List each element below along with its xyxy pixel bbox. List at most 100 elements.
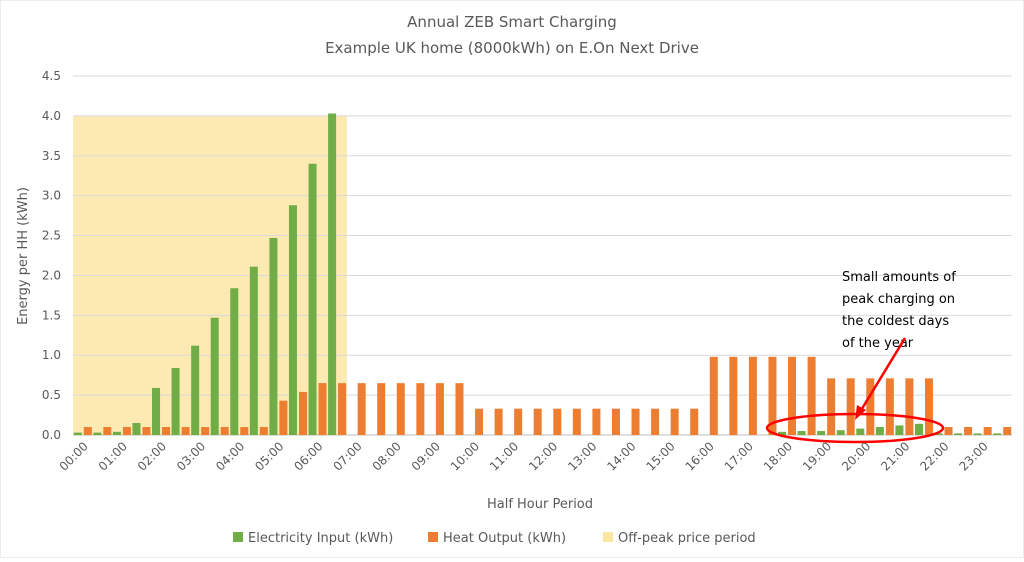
electricity-bar <box>269 237 278 435</box>
heat-bar <box>631 408 640 435</box>
heat-bar <box>396 383 405 435</box>
electricity-bar <box>875 427 884 435</box>
heat-bar <box>572 408 581 435</box>
chart-subtitle: Example UK home (8000kWh) on E.On Next D… <box>325 39 699 57</box>
heat-bar <box>338 383 347 435</box>
y-tick-label: 3.5 <box>42 149 61 163</box>
heat-bar <box>533 408 542 435</box>
heat-bar <box>357 383 366 435</box>
electricity-bar <box>836 430 845 435</box>
heat-bar <box>494 408 503 435</box>
electricity-bar <box>797 431 806 435</box>
heat-bar <box>983 427 992 435</box>
annotation-text-line: of the year <box>842 336 914 351</box>
heat-bar <box>103 427 112 435</box>
electricity-bar <box>73 432 82 435</box>
grid-layer <box>73 75 1012 436</box>
heat-bar <box>279 400 288 435</box>
heat-bar <box>240 427 249 435</box>
heat-bar <box>220 427 229 435</box>
heat-bar <box>435 383 444 435</box>
electricity-bar <box>934 433 943 435</box>
heat-bar <box>905 378 914 435</box>
electricity-bar <box>308 163 317 435</box>
highlight-ellipse <box>765 412 945 444</box>
heat-bar <box>318 383 327 435</box>
heat-bar <box>259 427 268 435</box>
electricity-bar <box>778 431 787 435</box>
annotation-text-line: peak charging on <box>842 292 955 307</box>
annotation-arrow-line <box>858 337 907 413</box>
electricity-bar <box>817 431 826 435</box>
heat-bar <box>181 427 190 435</box>
y-tick-label: 1.5 <box>42 308 61 322</box>
annotation-text-line: the coldest days <box>842 314 949 329</box>
heat-bar <box>748 356 757 435</box>
heat-bar <box>788 356 797 435</box>
heat-bar <box>846 378 855 435</box>
electricity-bar <box>973 433 982 435</box>
legend-swatch <box>428 532 438 542</box>
heat-bar <box>964 427 973 435</box>
electricity-bar <box>954 433 963 435</box>
electricity-bar <box>171 367 180 435</box>
y-tick-label: 4.5 <box>42 69 61 83</box>
electricity-bar <box>328 113 337 436</box>
chart-title: Annual ZEB Smart Charging <box>407 13 617 31</box>
x-axis-title: Half Hour Period <box>487 497 593 512</box>
heat-bar <box>924 378 933 435</box>
electricity-bar <box>152 387 161 435</box>
heat-bar <box>768 356 777 435</box>
electricity-bar <box>112 431 121 435</box>
heat-bar <box>611 408 620 435</box>
legend: Electricity Input (kWh) Heat Output (kWh)… <box>233 531 756 546</box>
heat-bar <box>866 378 875 435</box>
legend-swatch <box>603 532 613 542</box>
electricity-bar <box>230 288 239 435</box>
heat-bar <box>298 391 307 435</box>
bar-layer <box>73 113 1012 436</box>
electricity-bar <box>191 345 200 435</box>
heat-bar <box>83 427 92 435</box>
y-tick-label: 3.0 <box>42 189 61 203</box>
heat-bar <box>142 427 151 435</box>
y-tick-label: 2.0 <box>42 268 61 282</box>
electricity-bar <box>288 205 297 435</box>
y-tick-label: 4.0 <box>42 109 61 123</box>
heat-bar <box>455 383 464 435</box>
heat-bar <box>690 408 699 435</box>
heat-bar <box>885 378 894 435</box>
y-tick-label: 0.0 <box>42 428 61 442</box>
annotation-arrow-head <box>855 405 866 420</box>
heat-bar <box>709 356 718 435</box>
electricity-bar <box>993 433 1002 435</box>
electricity-bar <box>895 425 904 435</box>
heat-bar <box>807 356 816 435</box>
heat-bar <box>651 408 660 435</box>
heat-bar <box>416 383 425 435</box>
heat-bar <box>670 408 679 435</box>
heat-bar <box>201 427 210 435</box>
heat-bar <box>592 408 601 435</box>
y-tick-label: 2.5 <box>42 229 61 243</box>
heat-bar <box>475 408 484 435</box>
annotation-text-line: Small amounts of <box>842 270 956 285</box>
legend-swatch <box>233 532 243 542</box>
heat-bar <box>514 408 523 435</box>
electricity-bar <box>856 428 865 435</box>
heat-bar <box>944 427 953 435</box>
electricity-bar <box>914 423 923 435</box>
heat-bar <box>553 408 562 435</box>
heat-bar <box>377 383 386 435</box>
annotation: Small amounts of peak charging on the cold… <box>765 270 956 444</box>
heat-bar <box>162 427 171 435</box>
legend-label: Heat Output (kWh) <box>443 531 566 546</box>
electricity-bar <box>132 423 141 435</box>
heat-bar <box>729 356 738 435</box>
electricity-bar <box>93 432 102 435</box>
heat-bar <box>1003 427 1012 435</box>
legend-label: Off-peak price period <box>618 531 756 546</box>
y-axis-title: Energy per HH (kWh) <box>16 187 31 325</box>
electricity-bar <box>249 266 258 435</box>
